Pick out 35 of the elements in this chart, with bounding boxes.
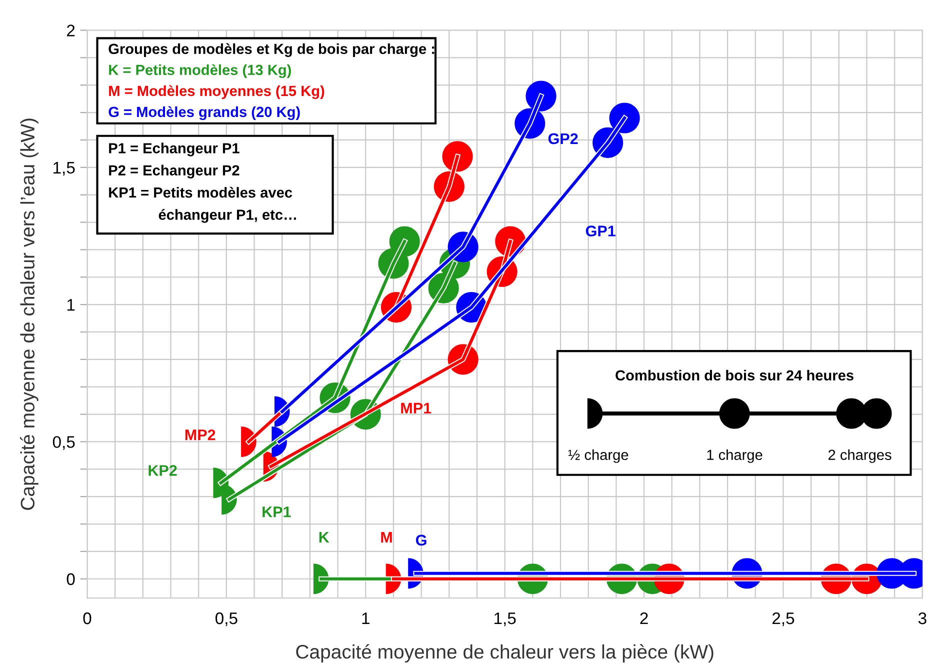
text: KP2 — [148, 465, 177, 476]
series-label: KP1 — [262, 506, 291, 518]
x-tick-label: 1 — [362, 612, 370, 624]
series-label: M — [381, 532, 392, 543]
annotation: Groupes de modèles et Kg de bois par charge : — [108, 43, 434, 58]
y-axis-title: Capacité moyenne de chaleur vers l’eau (kW) — [20, 118, 38, 510]
y-tick-label: 0,5 — [52, 436, 75, 450]
x-tick-label: 3 — [918, 612, 926, 624]
x-tick-label: 2,5 — [772, 612, 794, 626]
annotation: 2 charges — [828, 449, 892, 463]
x-tick-label: 2 — [640, 612, 648, 624]
x-axis-title: Capacité moyenne de chaleur vers la pièce (kW) — [296, 644, 714, 663]
series-label: MP1 — [401, 402, 432, 414]
annotation: G = Modèles grands (20 Kg) — [108, 106, 300, 120]
annotation: P1 = Echangeur P1 — [109, 142, 240, 156]
series-label: G — [416, 534, 426, 546]
annotation: échangeur P1, etc… — [158, 209, 296, 223]
y-tick-label: 1,5 — [54, 162, 75, 176]
annotation: P2 = Echangeur P2 — [109, 164, 240, 178]
y-tick-label: 0 — [66, 573, 75, 586]
annotation: Combustion de bois sur 24 heures — [616, 370, 854, 381]
y-tick-label: 2 — [66, 24, 75, 36]
annotation: 1 charge — [707, 449, 762, 463]
annotation: ½ charge — [568, 449, 628, 463]
annotation: M = Modèles moyennes (15 Kg) — [109, 85, 324, 100]
series-label: GP2 — [548, 133, 578, 144]
series-label: MP2 — [185, 429, 216, 440]
x-tick-label: 1,5 — [494, 612, 516, 626]
annotation: K = Petits modèles (13 Kg) — [109, 64, 291, 78]
series-label: K — [319, 532, 330, 543]
annotation: KP1 = Petits modèles avec — [109, 186, 292, 198]
y-tick-label: 1 — [67, 299, 75, 311]
x-tick-label: 0,5 — [216, 612, 238, 626]
text: GP1 — [586, 226, 616, 236]
x-tick-label: 0 — [83, 612, 92, 624]
